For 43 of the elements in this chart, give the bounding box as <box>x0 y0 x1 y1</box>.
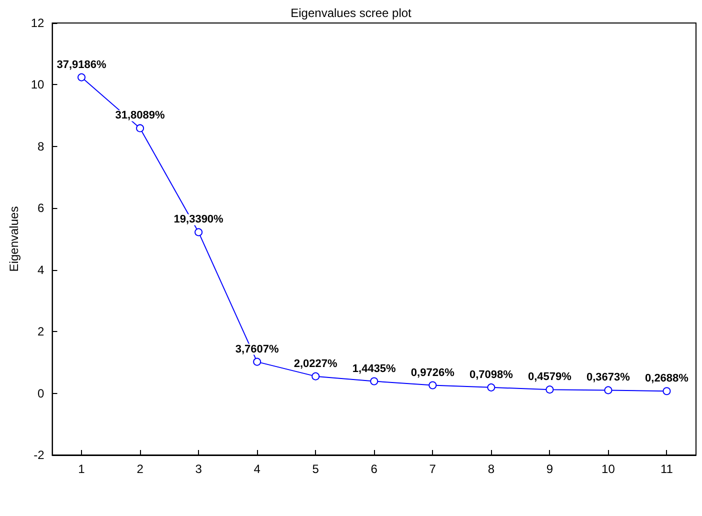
x-tick-label: 4 <box>254 462 261 476</box>
y-tick-label: 4 <box>38 262 45 277</box>
annotation: 3,7607% <box>235 343 280 356</box>
point <box>312 372 320 380</box>
annotation: 19,3390% <box>174 214 224 226</box>
annotation: 37,9186% <box>56 58 106 71</box>
annotation: 31,8089% <box>115 110 166 122</box>
point <box>546 386 554 394</box>
y-tick-label: 10 <box>30 78 45 92</box>
point <box>370 377 378 386</box>
annotation: 0,4579% <box>528 371 572 384</box>
annotation: 2,0227% <box>294 358 338 370</box>
x-tick-label: 6 <box>370 462 378 476</box>
point <box>194 228 203 236</box>
annotation: 0,2688% <box>645 372 689 385</box>
y-tick-label: 6 <box>38 201 45 216</box>
y-axis-title: Eigenvalues <box>7 206 21 272</box>
annotation: 0,7098% <box>469 368 514 381</box>
x-tick-label: 1 <box>78 462 86 476</box>
point <box>487 383 496 392</box>
annotation: 0,9726% <box>410 366 455 379</box>
y-tick-label: 12 <box>30 16 45 30</box>
x-tick-label: 9 <box>546 462 554 476</box>
annotation: 1,4435% <box>352 362 396 375</box>
y-tick-label: 8 <box>38 139 45 154</box>
chart-title: Eigenvalues scree plot <box>290 6 412 20</box>
point <box>428 381 437 390</box>
annotation: 0,3673% <box>586 372 630 384</box>
y-tick-label: 0 <box>38 386 45 400</box>
x-tick-label: 10 <box>602 462 616 476</box>
x-tick-label: 2 <box>136 462 144 476</box>
y-tick-label: -2 <box>34 448 45 462</box>
point <box>662 387 671 396</box>
x-tick-label: 3 <box>195 462 202 476</box>
x-tick-label: 8 <box>488 462 495 476</box>
point <box>78 73 86 82</box>
x-tick-label: 7 <box>429 462 436 476</box>
x-tick-label: 5 <box>312 462 320 476</box>
y-tick-label: 2 <box>38 324 45 339</box>
x-tick-label: 11 <box>660 462 674 476</box>
point <box>253 358 262 366</box>
point <box>604 386 612 394</box>
point <box>136 124 144 132</box>
